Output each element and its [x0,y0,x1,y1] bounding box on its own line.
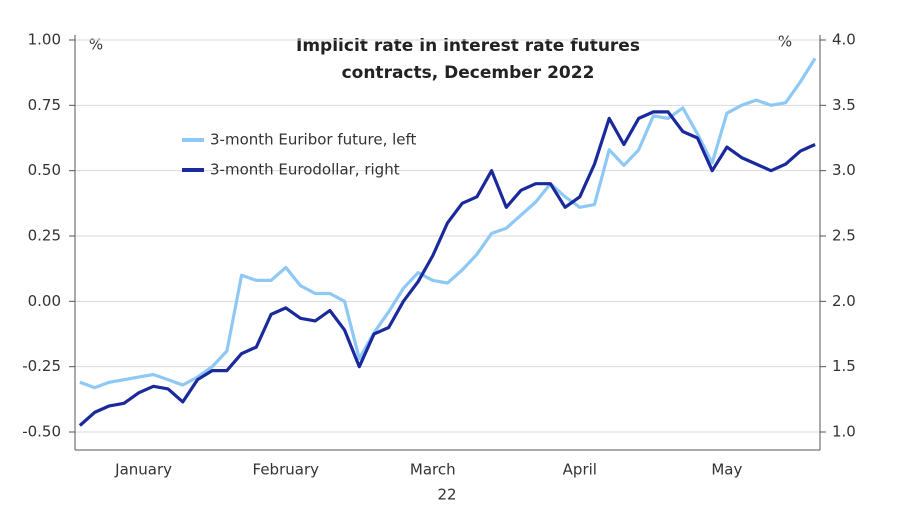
y2-tick-label: 2.5 [832,227,856,245]
x-tick-label: May [711,461,742,479]
x-tick-label: April [563,461,597,479]
y2-tick-label: 1.5 [832,357,856,375]
y-tick-label: 0.75 [28,96,61,114]
y-tick-label: 0.00 [28,292,61,310]
y2-tick-label: 1.0 [832,423,856,441]
series-line [78,110,816,427]
legend-label: 3-month Eurodollar, right [210,161,400,179]
chart-title: Implicit rate in interest rate futures [296,36,640,56]
y-tick-label: 0.25 [28,227,61,245]
x-tick-label: March [410,461,456,479]
y-unit: % [89,36,103,54]
x-tick-label: January [114,461,172,479]
y2-unit: % [778,33,792,51]
chart-title: contracts, December 2022 [342,63,595,83]
y2-tick-label: 3.5 [832,96,856,114]
y2-tick-label: 2.0 [832,292,856,310]
series-line [79,57,817,390]
y-tick-label: 1.00 [28,31,61,49]
legend-label: 3-month Euribor future, left [210,131,417,149]
y-tick-label: -0.25 [22,357,61,375]
x-axis-label: 22 [437,486,456,504]
y2-tick-label: 3.0 [832,161,856,179]
y2-tick-label: 4.0 [832,31,856,49]
y-tick-label: 0.50 [28,161,61,179]
y-tick-label: -0.50 [22,423,61,441]
x-tick-label: February [253,461,320,479]
